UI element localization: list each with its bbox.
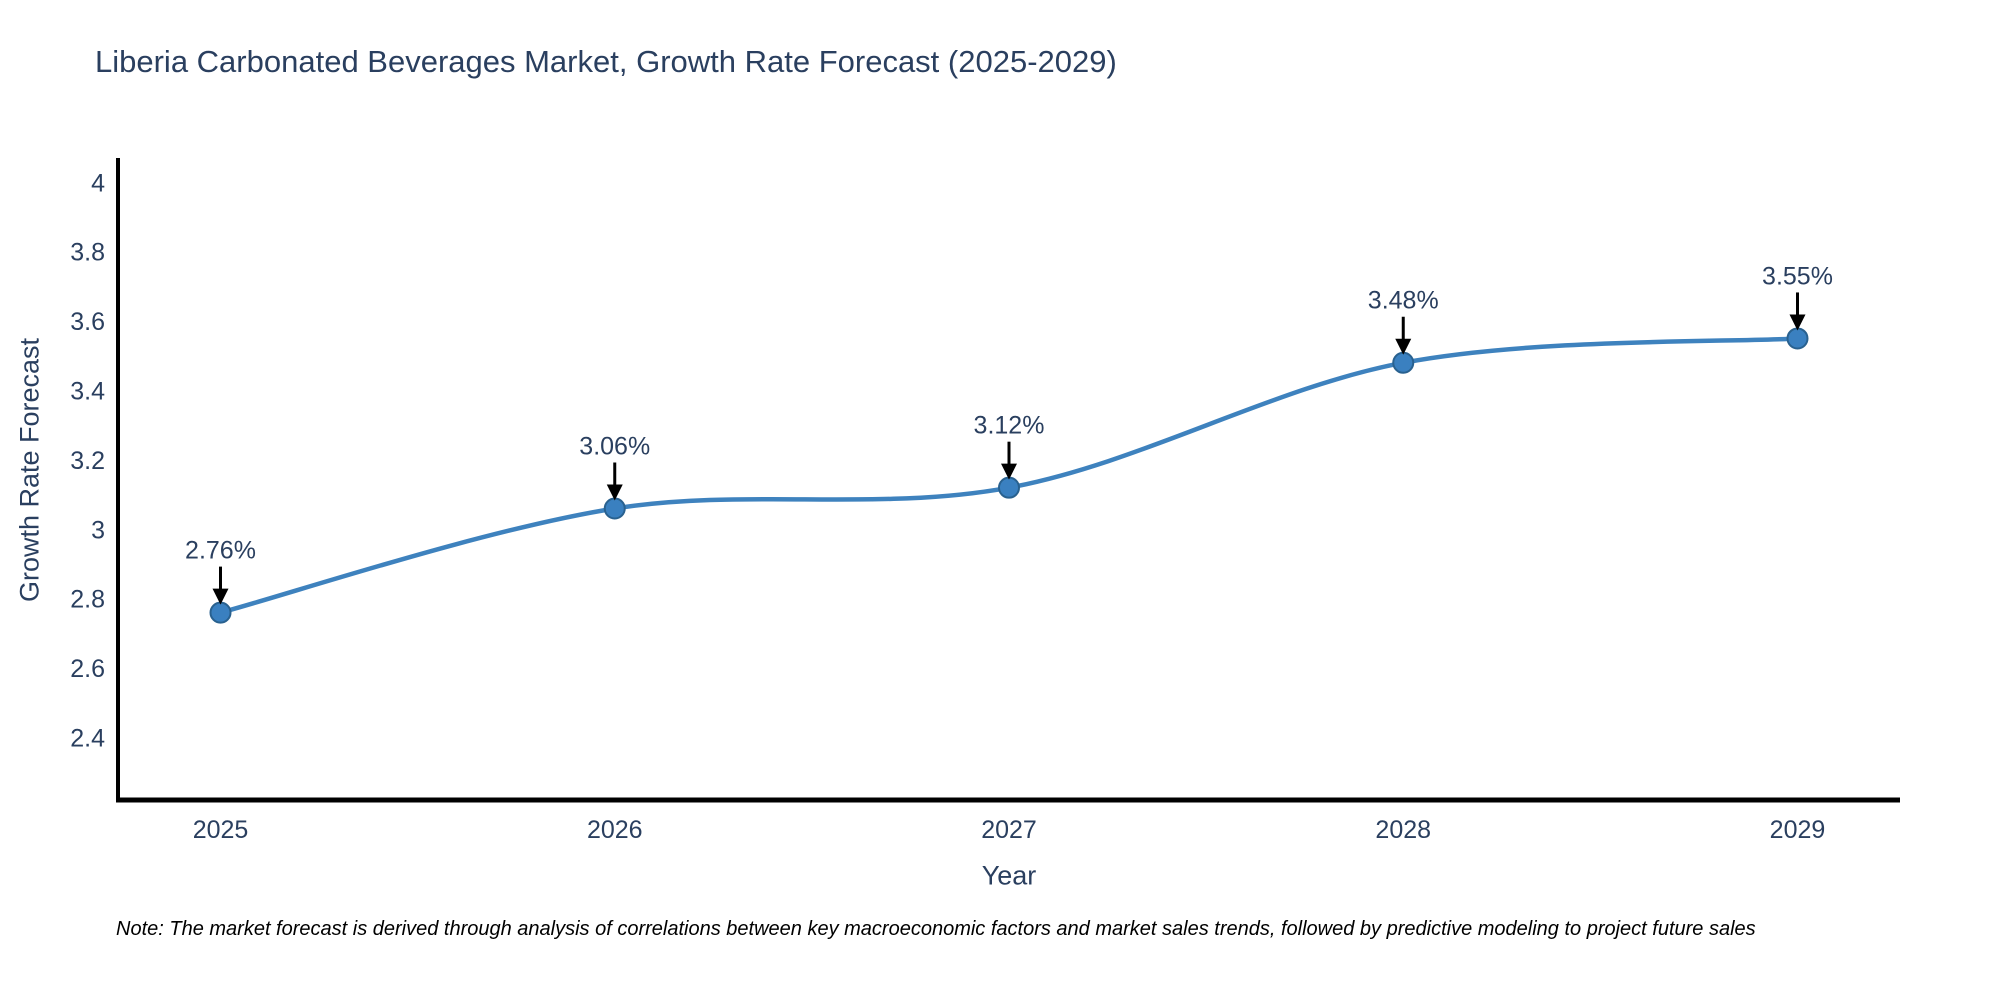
annotation-label: 3.48%	[1368, 287, 1439, 315]
y-axis-title: Growth Rate Forecast	[14, 337, 45, 603]
y-tick-label: 4	[91, 169, 105, 197]
y-tick-label: 3.4	[70, 378, 105, 406]
y-tick-label: 3.6	[70, 308, 105, 336]
annotation-arrowhead	[1395, 338, 1412, 355]
x-axis-title: Year	[981, 860, 1037, 891]
y-tick-label: 3.2	[70, 447, 105, 475]
chart-title: Liberia Carbonated Beverages Market, Gro…	[95, 44, 1117, 79]
annotation-label: 3.12%	[974, 412, 1045, 440]
x-tick-label: 2025	[193, 816, 249, 844]
data-point-2026	[603, 497, 626, 520]
data-point-2029	[1786, 327, 1809, 350]
y-tick-label: 3	[91, 516, 105, 544]
y-tick-label: 2.6	[70, 655, 105, 683]
annotation-arrowhead	[1001, 463, 1017, 480]
x-tick-label: 2029	[1770, 816, 1826, 844]
annotation-arrowhead	[212, 588, 229, 605]
y-tick-label: 2.4	[70, 725, 105, 753]
data-point-2027	[998, 476, 1020, 499]
footnote: Note: The market forecast is derived thr…	[116, 918, 1756, 940]
annotation-arrowhead	[1789, 314, 1806, 331]
x-tick-label: 2026	[587, 816, 643, 844]
y-tick-label: 2.8	[70, 586, 105, 614]
y-tick-label: 3.8	[70, 239, 105, 267]
x-tick-label: 2027	[981, 816, 1037, 844]
data-point-2025	[209, 601, 232, 624]
data-point-2028	[1392, 351, 1415, 374]
annotation-label: 3.55%	[1762, 262, 1833, 290]
annotation-arrowhead	[606, 484, 623, 501]
annotation-label: 2.76%	[185, 537, 256, 565]
x-tick-label: 2028	[1375, 816, 1431, 844]
annotation-label: 3.06%	[579, 432, 650, 460]
